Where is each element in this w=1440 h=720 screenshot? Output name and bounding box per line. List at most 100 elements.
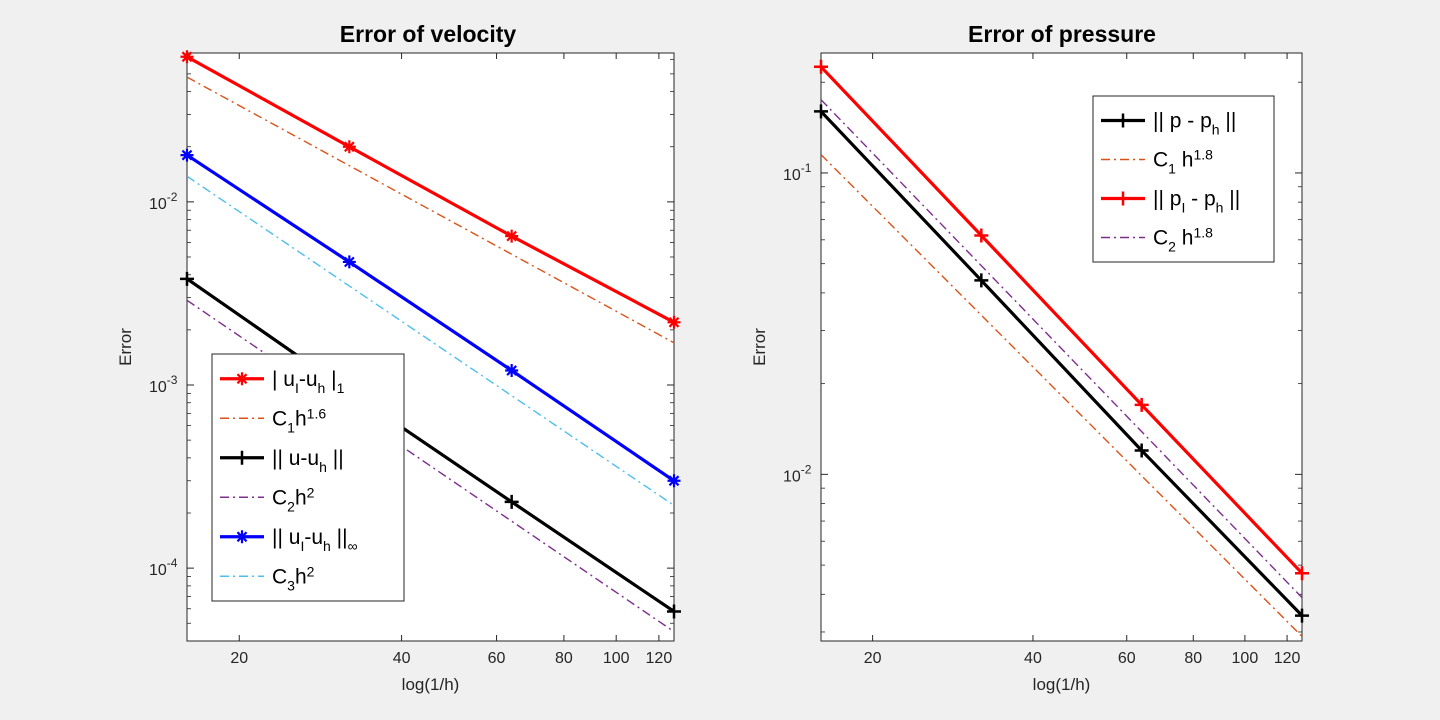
x-tick-label: 20 <box>230 650 248 667</box>
legend-text: h <box>295 565 307 588</box>
plus-marker <box>667 604 681 619</box>
legend-text: h <box>295 407 307 430</box>
legend-text: C <box>1153 227 1168 250</box>
legend-text: || <box>331 526 348 549</box>
asterisk-marker <box>235 372 249 386</box>
x-tick-label: 80 <box>555 650 573 667</box>
series-line <box>821 65 1302 575</box>
legend-entry: || pI - ph || <box>1153 188 1240 216</box>
legend-subscript: h <box>319 459 327 475</box>
chart-title: Error of velocity <box>340 21 517 47</box>
legend-box <box>211 353 405 602</box>
plus-marker <box>1134 443 1149 458</box>
legend-superscript: 2 <box>307 563 315 579</box>
x-tick-label: 60 <box>1118 650 1136 667</box>
y-tick-exponent: -2 <box>801 462 812 476</box>
x-tick-label: 80 <box>1184 650 1202 667</box>
y-tick-exponent: -4 <box>167 556 178 570</box>
legend-subscript: 1 <box>1168 161 1176 177</box>
series-line <box>187 175 674 506</box>
legend-text: h <box>1176 227 1194 250</box>
legend-entry: C2h2 <box>272 484 315 514</box>
legend-text: C <box>272 565 287 588</box>
legend-text: | u <box>272 368 295 391</box>
plus-marker <box>1295 608 1309 623</box>
legend-text: -u <box>299 368 318 391</box>
legend-text: C <box>272 407 287 430</box>
legend-entry: C2 h1.8 <box>1153 225 1213 255</box>
series-group <box>821 65 1302 637</box>
asterisk-marker <box>235 530 249 544</box>
series-line <box>187 55 674 324</box>
x-tick-label: 20 <box>864 650 882 667</box>
legend-text: h <box>1176 149 1194 172</box>
legend-subscript: 3 <box>287 577 295 593</box>
pressure-error-chart: Error of pressure 20 40 60 80 100 12010-210-1… <box>750 21 1309 694</box>
axes-box <box>820 52 1303 642</box>
y-tick-exponent: -1 <box>801 161 812 175</box>
x-axis-label: log(1/h) <box>402 675 460 694</box>
x-tick-label: 60 <box>488 650 506 667</box>
y-axis-label: Error <box>116 328 135 366</box>
legend-subscript: I <box>295 380 299 396</box>
y-tick-label: 10-2 <box>149 190 178 213</box>
plus-marker <box>235 450 249 465</box>
chart-title: Error of pressure <box>968 21 1156 47</box>
legend-entry: C3h2 <box>272 563 315 593</box>
legend-subscript: h <box>323 538 331 554</box>
asterisk-marker <box>505 363 519 377</box>
legend-superscript: 2 <box>307 484 315 500</box>
legend-text: || p <box>1153 188 1181 211</box>
plus-marker <box>1295 566 1309 581</box>
asterisk-marker <box>505 229 519 243</box>
legend-superscript: 1.8 <box>1193 225 1213 241</box>
plus-marker <box>1134 397 1149 412</box>
y-tick-base: 10 <box>149 196 167 213</box>
legend-text: || <box>327 447 344 470</box>
asterisk-marker <box>667 474 681 488</box>
legend-text: || <box>1220 110 1237 133</box>
legend-text: | <box>325 368 336 391</box>
series-line <box>821 110 1302 617</box>
legend-text: -u <box>304 526 323 549</box>
legend-text: - p <box>1185 188 1215 211</box>
y-tick-base: 10 <box>149 562 167 579</box>
y-tick-exponent: -2 <box>167 190 178 204</box>
x-tick-label: 120 <box>646 650 673 667</box>
y-tick-label: 10-3 <box>149 373 178 396</box>
legend-text: C <box>1153 149 1168 172</box>
legend-subscript: 2 <box>287 498 295 514</box>
y-tick-base: 10 <box>783 468 801 485</box>
legend-superscript: 1.6 <box>307 405 327 421</box>
legend-text: || <box>1223 188 1240 211</box>
plus-marker <box>180 271 194 286</box>
legend-text: h <box>295 486 307 509</box>
legend-text: || u <box>272 526 300 549</box>
legend-subscript: 1 <box>337 380 345 396</box>
asterisk-marker <box>180 50 194 64</box>
y-tick-label: 10-1 <box>783 161 812 184</box>
series-line <box>187 76 674 344</box>
plus-marker <box>814 104 828 119</box>
asterisk-marker <box>180 148 194 162</box>
legend-subscript: h <box>1216 200 1224 216</box>
y-tick-base: 10 <box>149 379 167 396</box>
series-line <box>821 99 1302 599</box>
x-tick-label: 40 <box>1024 650 1042 667</box>
y-tick-label: 10-4 <box>149 556 178 579</box>
legend-subscript: 2 <box>1168 239 1176 255</box>
series-line <box>187 277 674 613</box>
x-tick-label: 100 <box>1232 650 1259 667</box>
y-axis-label: Error <box>750 328 769 366</box>
legend-entry: || uI-uh ||∞ <box>272 526 358 554</box>
x-tick-label: 120 <box>1274 650 1301 667</box>
legend-subscript: I <box>1181 200 1185 216</box>
plus-marker <box>504 494 519 509</box>
asterisk-marker <box>667 315 681 329</box>
plus-marker <box>814 59 828 74</box>
y-tick-base: 10 <box>783 167 801 184</box>
legend-entry: C1h1.6 <box>272 405 326 435</box>
legend-subscript: h <box>318 380 326 396</box>
legend-subscript: 1 <box>287 419 295 435</box>
